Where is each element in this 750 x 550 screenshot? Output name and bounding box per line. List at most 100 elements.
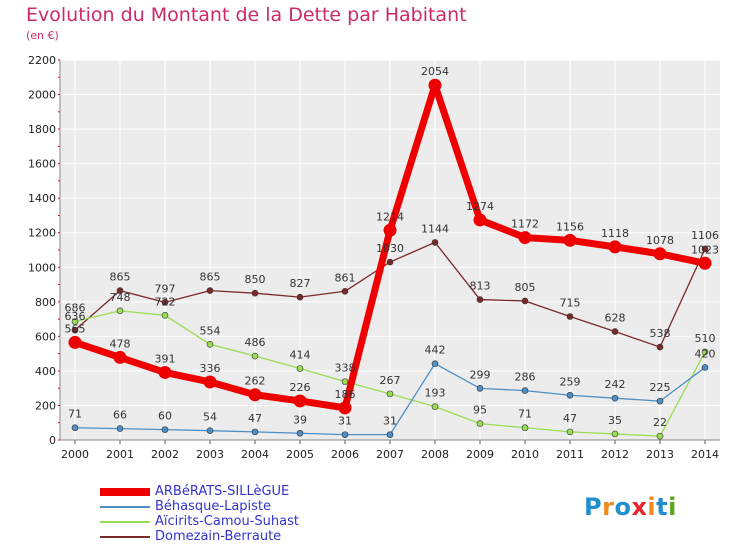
data-label-behasque: 60 [158, 410, 172, 423]
data-point-aicirits [521, 424, 529, 432]
logo-letter: r [602, 493, 615, 521]
data-label-aicirits: 22 [653, 416, 667, 429]
data-point-domezain [71, 326, 79, 334]
data-label-arberats: 1214 [376, 210, 404, 223]
x-tick-label: 2006 [331, 448, 359, 461]
data-label-behasque: 31 [338, 415, 352, 428]
data-point-behasque [116, 425, 124, 432]
data-label-behasque: 242 [605, 378, 626, 391]
data-label-domezain: 850 [245, 273, 266, 286]
data-label-arberats: 565 [65, 322, 86, 335]
data-point-domezain [116, 287, 124, 294]
data-point-aicirits [476, 420, 484, 427]
data-point-behasque [656, 397, 664, 405]
legend-swatch-behasque [100, 506, 150, 508]
data-label-aicirits: 193 [425, 387, 446, 400]
x-tick-label: 2001 [106, 448, 134, 461]
legend-label-behasque: Béhasque-Lapiste [155, 499, 272, 514]
data-point-aicirits [71, 318, 79, 325]
y-tick-label: 1600 [28, 158, 56, 171]
x-tick-label: 2008 [421, 448, 449, 461]
data-point-aicirits [296, 365, 304, 372]
y-tick-label: 1800 [28, 123, 56, 136]
data-label-arberats: 1172 [511, 218, 539, 231]
data-label-domezain: 805 [515, 281, 536, 294]
data-point-behasque [701, 364, 709, 371]
data-point-domezain [206, 287, 214, 294]
data-point-aicirits [566, 428, 574, 436]
data-point-aicirits [251, 352, 259, 360]
data-point-domezain [251, 289, 259, 297]
data-point-arberats [608, 240, 622, 254]
data-label-aicirits: 486 [245, 336, 266, 349]
data-label-behasque: 71 [68, 408, 82, 421]
legend-label-aicirits: Aïcirits-Camou-Suhast [155, 514, 299, 529]
data-point-domezain [701, 245, 709, 253]
data-label-behasque: 47 [248, 412, 262, 425]
data-point-domezain [566, 313, 574, 320]
data-point-domezain [656, 343, 664, 351]
data-point-aicirits [611, 430, 619, 438]
data-label-domezain: 1030 [376, 242, 404, 255]
logo-letter: t [656, 493, 669, 521]
data-label-domezain: 827 [290, 277, 311, 290]
data-label-arberats: 262 [245, 375, 266, 388]
y-tick-label: 1200 [28, 227, 56, 240]
data-point-domezain [386, 258, 394, 266]
data-label-arberats: 478 [110, 337, 131, 350]
data-point-arberats [518, 231, 532, 245]
data-point-behasque [611, 394, 619, 402]
data-point-domezain [296, 293, 304, 301]
data-label-domezain: 797 [155, 282, 176, 295]
x-tick-label: 2009 [466, 448, 494, 461]
data-label-behasque: 39 [293, 413, 307, 426]
y-tick-label: 400 [35, 365, 56, 378]
y-tick-label: 1000 [28, 261, 56, 274]
legend-label-arberats: ARBéRATS-SILLèGUE [155, 484, 290, 499]
x-tick-label: 2004 [241, 448, 269, 461]
data-point-aicirits [161, 311, 169, 319]
data-label-behasque: 31 [383, 415, 397, 428]
data-label-aicirits: 722 [155, 295, 176, 308]
data-label-aicirits: 338 [335, 362, 356, 375]
logo-letter: P [584, 493, 603, 521]
y-tick-label: 200 [35, 399, 56, 412]
y-tick-label: 600 [35, 330, 56, 343]
x-tick-label: 2005 [286, 448, 314, 461]
x-tick-label: 2011 [556, 448, 584, 461]
data-point-aicirits [206, 341, 214, 348]
data-point-aicirits [701, 348, 709, 356]
data-point-domezain [431, 239, 439, 246]
data-label-aicirits: 510 [695, 332, 716, 345]
data-label-domezain: 538 [650, 327, 671, 340]
data-label-aicirits: 95 [473, 404, 487, 417]
data-label-domezain: 813 [470, 280, 491, 293]
data-label-behasque: 442 [425, 344, 446, 357]
data-label-arberats: 186 [335, 388, 356, 401]
legend-swatch-aicirits [100, 521, 150, 523]
data-label-arberats: 1023 [691, 243, 719, 256]
chart-title: Evolution du Montant de la Dette par Hab… [26, 4, 467, 26]
data-point-arberats [158, 365, 172, 379]
data-label-behasque: 225 [650, 381, 671, 394]
data-label-arberats: 2054 [421, 65, 449, 78]
data-point-behasque [431, 360, 439, 367]
x-tick-label: 2014 [691, 448, 719, 461]
data-point-aicirits [116, 307, 124, 315]
data-label-arberats: 1078 [646, 234, 674, 247]
data-point-arberats [113, 350, 127, 364]
data-label-aicirits: 686 [65, 302, 86, 315]
data-point-arberats [203, 375, 217, 389]
chart-subtitle: (en €) [26, 29, 59, 42]
data-point-behasque [341, 431, 349, 438]
data-point-aicirits [431, 403, 439, 410]
x-tick-label: 2000 [61, 448, 89, 461]
data-label-aicirits: 47 [563, 412, 577, 425]
data-label-behasque: 299 [470, 368, 491, 381]
logo-letter: i [647, 493, 657, 521]
data-label-domezain: 628 [605, 312, 626, 325]
data-label-domezain: 861 [335, 271, 356, 284]
data-point-arberats [68, 335, 82, 349]
proxiti-logo: Proxiti [584, 493, 677, 521]
